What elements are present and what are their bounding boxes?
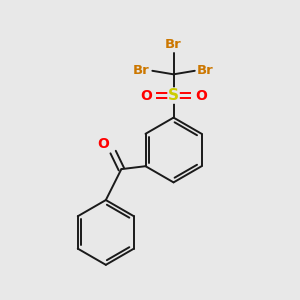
Text: O: O bbox=[140, 88, 152, 103]
Text: O: O bbox=[195, 88, 207, 103]
Text: O: O bbox=[98, 136, 109, 151]
Text: Br: Br bbox=[197, 64, 214, 77]
Text: S: S bbox=[168, 88, 179, 103]
Text: Br: Br bbox=[133, 64, 150, 77]
Text: Br: Br bbox=[165, 38, 182, 51]
